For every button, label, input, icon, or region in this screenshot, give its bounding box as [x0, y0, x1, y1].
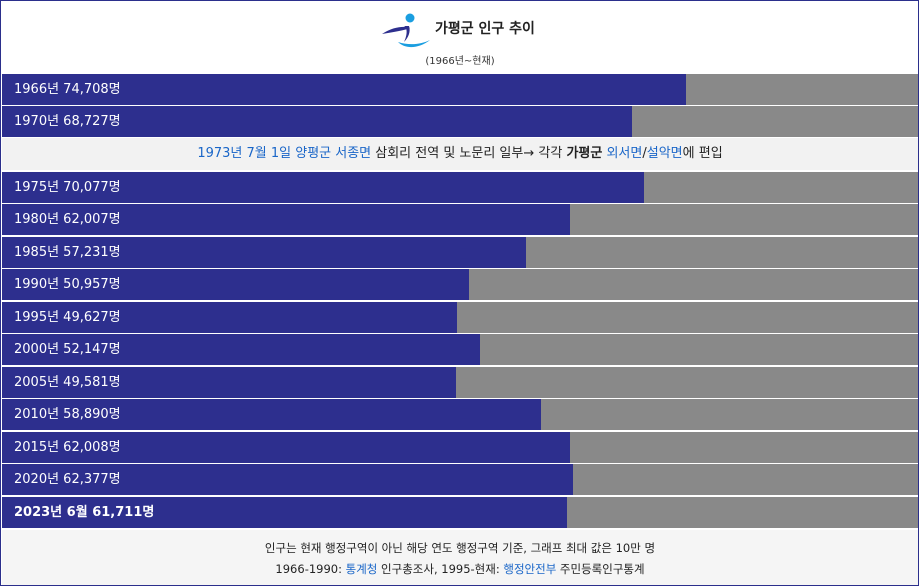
- population-bar: [2, 106, 632, 137]
- footer-source-a: 1966-1990:: [275, 562, 346, 576]
- gapyeong-logo-icon: [382, 13, 430, 48]
- chart-header: 가평군 인구 추이 (1966년~현재): [2, 2, 918, 74]
- footer-basis-note: 인구는 현재 행정구역이 아닌 해당 연도 행정구역 기준, 그래프 최대 값은…: [264, 541, 656, 555]
- population-label: 2020년 62,377명: [14, 472, 121, 487]
- chart-footer: 인구는 현재 행정구역이 아닌 해당 연도 행정구역 기준, 그래프 최대 값은…: [2, 530, 918, 585]
- population-label: 1995년 49,627명: [14, 310, 121, 325]
- population-bar: [2, 172, 644, 203]
- population-bar: [2, 464, 573, 495]
- boundary-change-note: 1973년 7월 1일 양평군 서종면 삼회리 전역 및 노문리 일부→ 각각 …: [2, 138, 918, 170]
- footer-source-c: 주민등록인구통계: [556, 562, 645, 576]
- population-row: 2015년 62,008명: [2, 432, 918, 463]
- population-bar: [2, 237, 526, 268]
- note-slash: /: [642, 146, 647, 161]
- population-row: 1966년 74,708명: [2, 74, 918, 105]
- population-row: 2000년 52,147명: [2, 334, 918, 365]
- population-row: 1975년 70,077명: [2, 172, 918, 203]
- population-bar: [2, 367, 456, 398]
- note-text: 삼회리 전역 및 노문리 일부→ 각각: [371, 146, 567, 161]
- population-label: 1985년 57,231명: [14, 245, 121, 260]
- note-link-seorak[interactable]: 설악면: [646, 146, 683, 161]
- population-row: 1985년 57,231명: [2, 237, 918, 268]
- chart-title: 가평군 인구 추이: [435, 21, 535, 37]
- note-link-seojong[interactable]: 1973년 7월 1일 양평군 서종면: [197, 146, 372, 161]
- population-bar: [2, 269, 469, 300]
- population-row: 1970년 68,727명: [2, 106, 918, 137]
- population-bar: [2, 432, 570, 463]
- population-label: 2005년 49,581명: [14, 375, 121, 390]
- note-bold-gapyeong: 가평군: [566, 146, 603, 161]
- note-tail: 에 편입: [682, 146, 723, 161]
- population-label: 2015년 62,008명: [14, 440, 121, 455]
- population-bar: [2, 399, 541, 430]
- population-row: 1995년 49,627명: [2, 302, 918, 333]
- population-label: 1990년 50,957명: [14, 277, 121, 292]
- population-label: 2023년 6월 61,711명: [14, 505, 155, 520]
- population-label: 2010년 58,890명: [14, 407, 121, 422]
- footer-sources: 1966-1990: 통계청 인구총조사, 1995-현재: 행정안전부 주민등…: [2, 561, 918, 577]
- population-row: 1990년 50,957명: [2, 269, 918, 300]
- population-label: 1970년 68,727명: [14, 114, 121, 129]
- population-row: 2010년 58,890명: [2, 399, 918, 430]
- population-label: 1975년 70,077명: [14, 180, 121, 195]
- footer-source-b: 인구총조사, 1995-현재:: [377, 562, 504, 576]
- population-bar: [2, 302, 457, 333]
- population-label: 2000년 52,147명: [14, 342, 121, 357]
- population-row: 1980년 62,007명: [2, 204, 918, 235]
- population-row: 2005년 49,581명: [2, 367, 918, 398]
- footer-link-mois[interactable]: 행정안전부: [503, 562, 557, 576]
- chart-subtitle: (1966년~현재): [425, 56, 495, 67]
- population-label: 1966년 74,708명: [14, 82, 121, 97]
- population-bar: [2, 497, 567, 528]
- population-bar: [2, 334, 480, 365]
- population-row: 2023년 6월 61,711명: [2, 497, 918, 528]
- population-bar: [2, 204, 570, 235]
- population-bar: [2, 74, 686, 105]
- footer-link-kostat[interactable]: 통계청: [345, 562, 378, 576]
- population-row: 2020년 62,377명: [2, 464, 918, 495]
- population-label: 1980년 62,007명: [14, 212, 121, 227]
- note-link-oeseo[interactable]: 외서면: [606, 146, 643, 161]
